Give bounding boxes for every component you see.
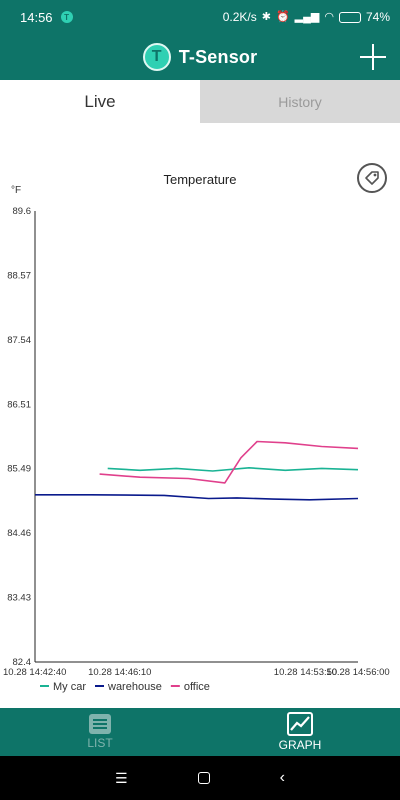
legend-label-my-car: My car bbox=[53, 681, 86, 693]
x-tick-label: 10.28 14:53:50 bbox=[274, 667, 337, 678]
app-bar: T T-Sensor bbox=[0, 34, 400, 80]
legend-label-warehouse: warehouse bbox=[107, 681, 162, 693]
chart-title: Temperature bbox=[163, 172, 237, 187]
tab-live[interactable]: Live bbox=[0, 80, 200, 123]
bluetooth-icon: ✱ bbox=[261, 10, 271, 23]
status-indicators: 0.2K/s ✱ ⏰ ▂▄▆ ◠ 74% bbox=[223, 10, 390, 24]
back-icon[interactable]: ‹ bbox=[279, 769, 285, 786]
chart-area: Temperature °F 89.6 88.57 87.54 86.51 85.49 8… bbox=[0, 123, 400, 708]
tab-history[interactable]: History bbox=[200, 80, 400, 123]
alarm-icon: ⏰ bbox=[275, 10, 290, 23]
graph-icon bbox=[287, 712, 313, 736]
network-speed: 0.2K/s bbox=[222, 10, 257, 24]
y-tick-label: 85.49 bbox=[7, 463, 31, 474]
battery-icon bbox=[338, 11, 361, 23]
add-sensor-button[interactable] bbox=[358, 42, 388, 72]
series-line-warehouse bbox=[35, 493, 359, 501]
y-tick-label: 88.57 bbox=[7, 271, 31, 282]
bottom-nav: LIST GRAPH bbox=[0, 708, 400, 756]
nav-graph-label: GRAPH bbox=[278, 738, 322, 752]
app-title: T-Sensor bbox=[178, 46, 258, 67]
app-notification-icon: T bbox=[60, 11, 73, 23]
recent-apps-icon[interactable]: ☰ bbox=[115, 769, 128, 786]
tag-icon bbox=[365, 171, 379, 185]
y-tick-label: 89.6 bbox=[13, 206, 32, 217]
y-tick-label: 83.43 bbox=[7, 592, 31, 603]
nav-graph[interactable]: GRAPH bbox=[200, 708, 400, 756]
nav-list-label: LIST bbox=[87, 736, 113, 750]
tag-button[interactable] bbox=[357, 163, 387, 193]
wifi-icon: ◠ bbox=[324, 10, 334, 23]
battery-percent: 74% bbox=[365, 10, 390, 24]
y-axis-unit: °F bbox=[11, 185, 22, 196]
tab-bar: Live History bbox=[0, 80, 400, 123]
home-icon[interactable] bbox=[197, 772, 210, 784]
x-tick-label: 10.28 14:56:00 bbox=[326, 667, 389, 678]
y-tick-label: 86.51 bbox=[7, 400, 31, 411]
y-tick-label: 84.46 bbox=[7, 528, 31, 539]
status-time: 14:56 bbox=[20, 9, 53, 25]
list-icon bbox=[89, 714, 111, 734]
x-tick-label: 10.28 14:42:40 bbox=[3, 667, 66, 678]
y-tick-label: 87.54 bbox=[7, 335, 31, 346]
nav-list[interactable]: LIST bbox=[0, 708, 200, 756]
x-tick-label: 10.28 14:46:10 bbox=[88, 667, 151, 678]
series-line-my-car bbox=[107, 466, 359, 472]
system-nav-bar: ☰ ‹ bbox=[0, 756, 400, 800]
y-tick-label: 82.4 bbox=[13, 657, 32, 668]
app-logo-icon: T bbox=[142, 43, 171, 71]
signal-icon: ▂▄▆ bbox=[294, 10, 320, 23]
temperature-chart: 89.688.5787.5486.5185.4984.4683.4382.410… bbox=[3, 206, 390, 693]
series-line-office bbox=[99, 440, 359, 484]
status-bar: 14:56 T 0.2K/s ✱ ⏰ ▂▄▆ ◠ 74% bbox=[0, 0, 400, 34]
legend-label-office: office bbox=[184, 681, 210, 693]
